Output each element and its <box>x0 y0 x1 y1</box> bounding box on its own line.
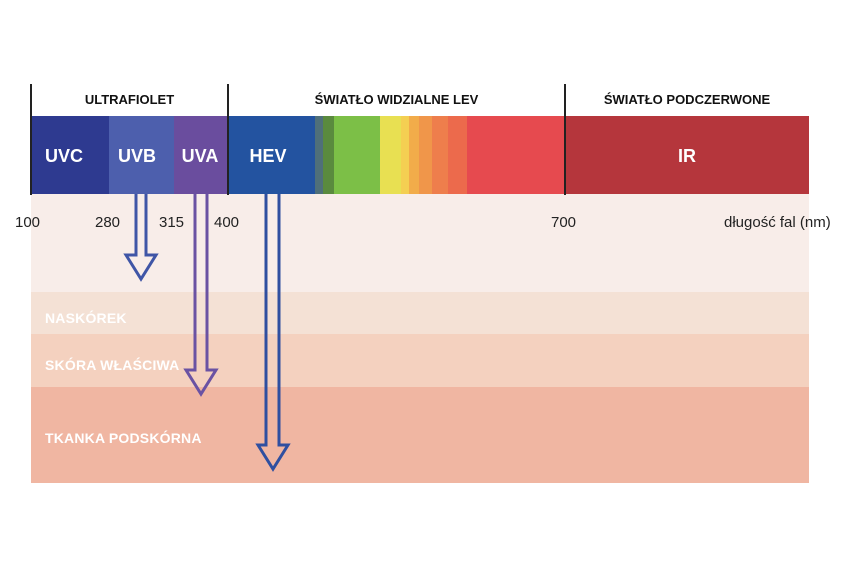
infrared-section-title: ŚWIATŁO PODCZERWONE <box>603 92 771 107</box>
skin-surface-zone <box>31 194 809 292</box>
visible-stripe-green <box>334 116 380 194</box>
hypodermis-layer <box>31 387 809 483</box>
uvb-label: UVB <box>117 146 156 166</box>
tick-315: 315 <box>159 214 185 231</box>
uvb-band <box>109 116 174 194</box>
visible-stripe-red-orange <box>448 116 467 194</box>
tick-400: 400 <box>214 214 240 231</box>
visible-stripe-yellow <box>380 116 401 194</box>
hev-band <box>228 116 315 194</box>
hev-penetration-arrow <box>255 194 291 472</box>
visible-stripe-dark-green <box>323 116 334 194</box>
hev-label: HEV <box>249 146 287 166</box>
uva-label: UVA <box>181 146 219 166</box>
divider-uv-start <box>30 84 32 195</box>
uvb-penetration-arrow <box>123 194 159 282</box>
uvc-label: UVC <box>44 146 83 166</box>
ir-band <box>565 116 809 194</box>
dermis-layer <box>31 334 809 387</box>
visible-stripe-amber <box>409 116 419 194</box>
visible-stripe-orange <box>419 116 432 194</box>
divider-uv-visible <box>227 84 229 195</box>
uva-penetration-arrow <box>183 194 219 397</box>
ir-label: IR <box>678 146 696 166</box>
hypodermis-label: TKANKA PODSKÓRNA <box>45 430 202 446</box>
uvc-band <box>31 116 109 194</box>
tick-280: 280 <box>95 214 121 231</box>
wavelength-unit-label: długość fal (nm) <box>724 214 831 231</box>
uva-band <box>174 116 228 194</box>
visible-stripe-light-orange <box>401 116 409 194</box>
visible-stripe-deep-orange <box>432 116 448 194</box>
visible-stripe-red <box>467 116 565 194</box>
ultraviolet-section-title: ULTRAFIOLET <box>84 92 175 107</box>
epidermis-layer <box>31 292 809 334</box>
dermis-label: SKÓRA WŁAŚCIWA <box>45 357 180 373</box>
tick-100: 100 <box>15 214 41 231</box>
visible-light-section-title: ŚWIATŁO WIDZIALNE LEV <box>314 92 479 107</box>
tick-700: 700 <box>551 214 577 231</box>
epidermis-label: NASKÓREK <box>45 310 127 326</box>
visible-stripe-teal <box>315 116 323 194</box>
divider-visible-ir <box>564 84 566 195</box>
